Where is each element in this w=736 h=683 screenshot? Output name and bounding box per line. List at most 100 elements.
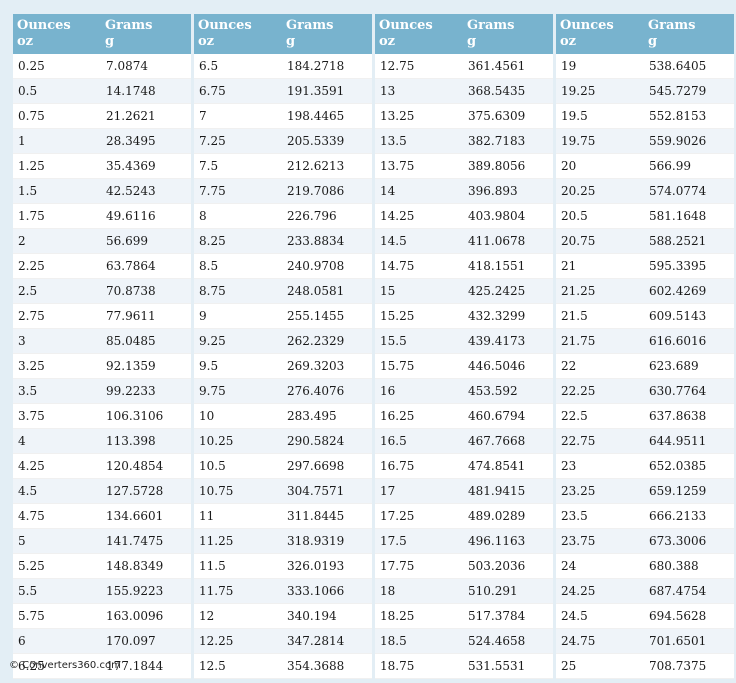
ounces-value: 15.25 — [375, 303, 463, 329]
ounces-value: 23.5 — [556, 503, 644, 529]
grams-value: 446.5046 — [463, 353, 553, 379]
grams-value: 248.0581 — [282, 278, 372, 304]
grams-value: 70.8738 — [101, 278, 191, 304]
grams-value: 538.6405 — [644, 54, 734, 79]
ounces-value: 22.75 — [556, 428, 644, 454]
table-row: 23.25 659.1259 — [556, 478, 734, 504]
table-row: 12.25 347.2814 — [194, 628, 372, 654]
grams-value: 297.6698 — [282, 453, 372, 479]
ounces-value: 23.75 — [556, 528, 644, 554]
ounces-header: Ounces oz — [194, 14, 282, 54]
grams-value: 375.6309 — [463, 103, 553, 129]
table-row: 4.25 120.4854 — [13, 453, 191, 479]
conversion-table-1: Ounces oz Grams g 0.25 7.0874 0.5 14.1748 0.75 21… — [13, 14, 191, 679]
ounces-value: 8 — [194, 203, 282, 229]
table-row: 7.25 205.5339 — [194, 128, 372, 154]
grams-value: 623.689 — [644, 353, 734, 379]
ounces-value: 25 — [556, 653, 644, 679]
table-row: 12.75 361.4561 — [375, 54, 553, 79]
ounces-value: 6 — [13, 628, 101, 654]
grams-value: 184.2718 — [282, 54, 372, 79]
grams-value: 694.5628 — [644, 603, 734, 629]
grams-value: 191.3591 — [282, 78, 372, 104]
ounces-value: 1.25 — [13, 153, 101, 179]
ounces-unit-label: oz — [198, 34, 215, 49]
ounces-header-label: Ounces — [379, 18, 433, 33]
table-row: 8.75 248.0581 — [194, 278, 372, 304]
ounces-value: 21.75 — [556, 328, 644, 354]
ounces-value: 17.5 — [375, 528, 463, 554]
table-row: 22.5 637.8638 — [556, 403, 734, 429]
grams-value: 63.7864 — [101, 253, 191, 279]
grams-value: 659.1259 — [644, 478, 734, 504]
table-row: 8 226.796 — [194, 203, 372, 229]
table-row: 1.5 42.5243 — [13, 178, 191, 204]
ounces-value: 0.25 — [13, 54, 101, 79]
grams-value: 333.1066 — [282, 578, 372, 604]
grams-header: Grams g — [463, 14, 553, 54]
ounces-value: 5.75 — [13, 603, 101, 629]
table-row: 8.5 240.9708 — [194, 253, 372, 279]
grams-value: 92.1359 — [101, 353, 191, 379]
ounces-value: 24 — [556, 553, 644, 579]
ounces-value: 17.25 — [375, 503, 463, 529]
grams-value: 262.2329 — [282, 328, 372, 354]
grams-value: 489.0289 — [463, 503, 553, 529]
grams-value: 106.3106 — [101, 403, 191, 429]
grams-value: 517.3784 — [463, 603, 553, 629]
grams-value: 177.1844 — [101, 653, 191, 679]
table-row: 11.5 326.0193 — [194, 553, 372, 579]
grams-value: 588.2521 — [644, 228, 734, 254]
table-row: 0.75 21.2621 — [13, 103, 191, 129]
table-row: 19.75 559.9026 — [556, 128, 734, 154]
table-row: 2.75 77.9611 — [13, 303, 191, 329]
table-row: 11.75 333.1066 — [194, 578, 372, 604]
ounces-value: 10.75 — [194, 478, 282, 504]
table-row: 17.75 503.2036 — [375, 553, 553, 579]
ounces-value: 5.5 — [13, 578, 101, 604]
ounces-value: 9 — [194, 303, 282, 329]
grams-value: 354.3688 — [282, 653, 372, 679]
table-row: 5 141.7475 — [13, 528, 191, 554]
ounces-value: 11 — [194, 503, 282, 529]
table-row: 20.75 588.2521 — [556, 228, 734, 254]
table-row: 13.5 382.7183 — [375, 128, 553, 154]
grams-value: 503.2036 — [463, 553, 553, 579]
ounces-value: 20.75 — [556, 228, 644, 254]
table-row: 2 56.699 — [13, 228, 191, 254]
grams-value: 113.398 — [101, 428, 191, 454]
ounces-header: Ounces oz — [13, 14, 101, 54]
table-row: 21 595.3395 — [556, 253, 734, 279]
table-row: 17.25 489.0289 — [375, 503, 553, 529]
ounces-value: 2.75 — [13, 303, 101, 329]
ounces-value: 24.5 — [556, 603, 644, 629]
table-row: 11 311.8445 — [194, 503, 372, 529]
grams-value: 652.0385 — [644, 453, 734, 479]
copyright-footer: © Converters360.com — [9, 660, 121, 671]
ounces-header-label: Ounces — [560, 18, 614, 33]
grams-value: 318.9319 — [282, 528, 372, 554]
ounces-value: 20.25 — [556, 178, 644, 204]
ounces-value: 12.25 — [194, 628, 282, 654]
ounces-header-label: Ounces — [198, 18, 252, 33]
ounces-value: 4.75 — [13, 503, 101, 529]
grams-value: 326.0193 — [282, 553, 372, 579]
ounces-value: 5 — [13, 528, 101, 554]
grams-value: 283.495 — [282, 403, 372, 429]
grams-value: 368.5435 — [463, 78, 553, 104]
grams-value: 666.2133 — [644, 503, 734, 529]
ounces-value: 9.5 — [194, 353, 282, 379]
ounces-header: Ounces oz — [556, 14, 644, 54]
table-row: 23.5 666.2133 — [556, 503, 734, 529]
table-row: 19.25 545.7279 — [556, 78, 734, 104]
table-row: 18.75 531.5531 — [375, 653, 553, 679]
ounces-value: 19.75 — [556, 128, 644, 154]
grams-value: 134.6601 — [101, 503, 191, 529]
grams-value: 240.9708 — [282, 253, 372, 279]
table-row: 9 255.1455 — [194, 303, 372, 329]
grams-value: 148.8349 — [101, 553, 191, 579]
ounces-value: 4.5 — [13, 478, 101, 504]
table-row: 22 623.689 — [556, 353, 734, 379]
ounces-value: 12.5 — [194, 653, 282, 679]
ounces-value: 14.5 — [375, 228, 463, 254]
